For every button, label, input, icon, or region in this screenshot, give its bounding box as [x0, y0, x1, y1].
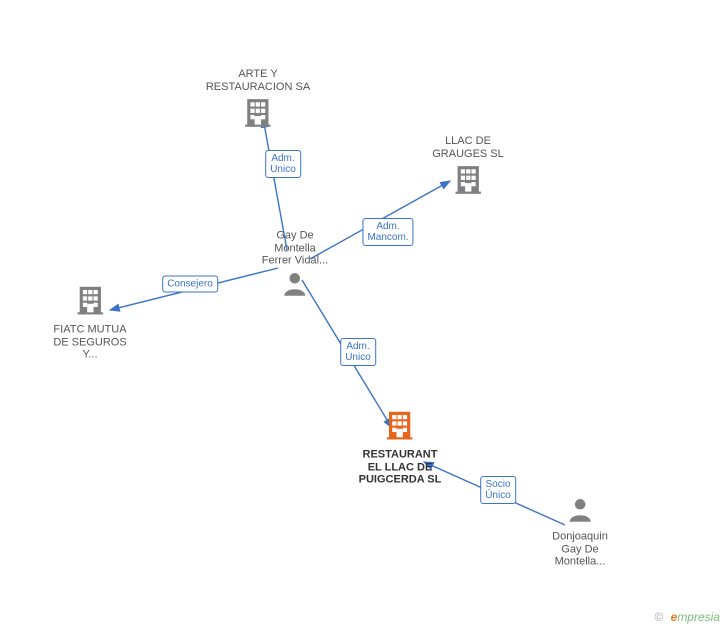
footer: © empresia [654, 610, 720, 624]
edge-label: Adm. Unico [265, 150, 301, 178]
brand-logo: empresia [671, 610, 720, 624]
brand-rest: mpresia [677, 610, 720, 624]
node-llac_grauges[interactable]: LLAC DE GRAUGES SL [432, 133, 504, 201]
person-icon [262, 269, 328, 302]
copyright-symbol: © [654, 610, 663, 624]
edge-label: Adm. Unico [340, 338, 376, 366]
edge-label: Socio Único [480, 476, 516, 504]
node-label: FIATC MUTUA DE SEGUROS Y... [53, 324, 126, 362]
building-icon [53, 283, 126, 322]
node-label: LLAC DE GRAUGES SL [432, 135, 504, 160]
node-arte[interactable]: ARTE Y RESTAURACION SA [206, 66, 310, 134]
node-label: Donjoaquin Gay De Montella... [552, 531, 608, 569]
node-label: Gay De Montella Ferrer Vidal... [262, 230, 328, 268]
node-center_person[interactable]: Gay De Montella Ferrer Vidal... [262, 228, 328, 303]
node-restaurant[interactable]: RESTAURANT EL LLAC DE PUIGCERDA SL [359, 408, 442, 489]
node-label: RESTAURANT EL LLAC DE PUIGCERDA SL [359, 449, 442, 487]
node-fiatc[interactable]: FIATC MUTUA DE SEGUROS Y... [53, 283, 126, 364]
person-icon [552, 496, 608, 529]
edge-label: Consejero [162, 276, 218, 293]
node-label: ARTE Y RESTAURACION SA [206, 68, 310, 93]
diagram-canvas: Adm. Unico Adm. Mancom. Consejero Adm. Unic… [0, 0, 728, 630]
building-icon [432, 162, 504, 201]
edge-label: Adm. Mancom. [362, 218, 413, 246]
building-icon [206, 95, 310, 134]
node-donjoaquin[interactable]: Donjoaquin Gay De Montella... [552, 496, 608, 571]
building-icon [359, 408, 442, 447]
